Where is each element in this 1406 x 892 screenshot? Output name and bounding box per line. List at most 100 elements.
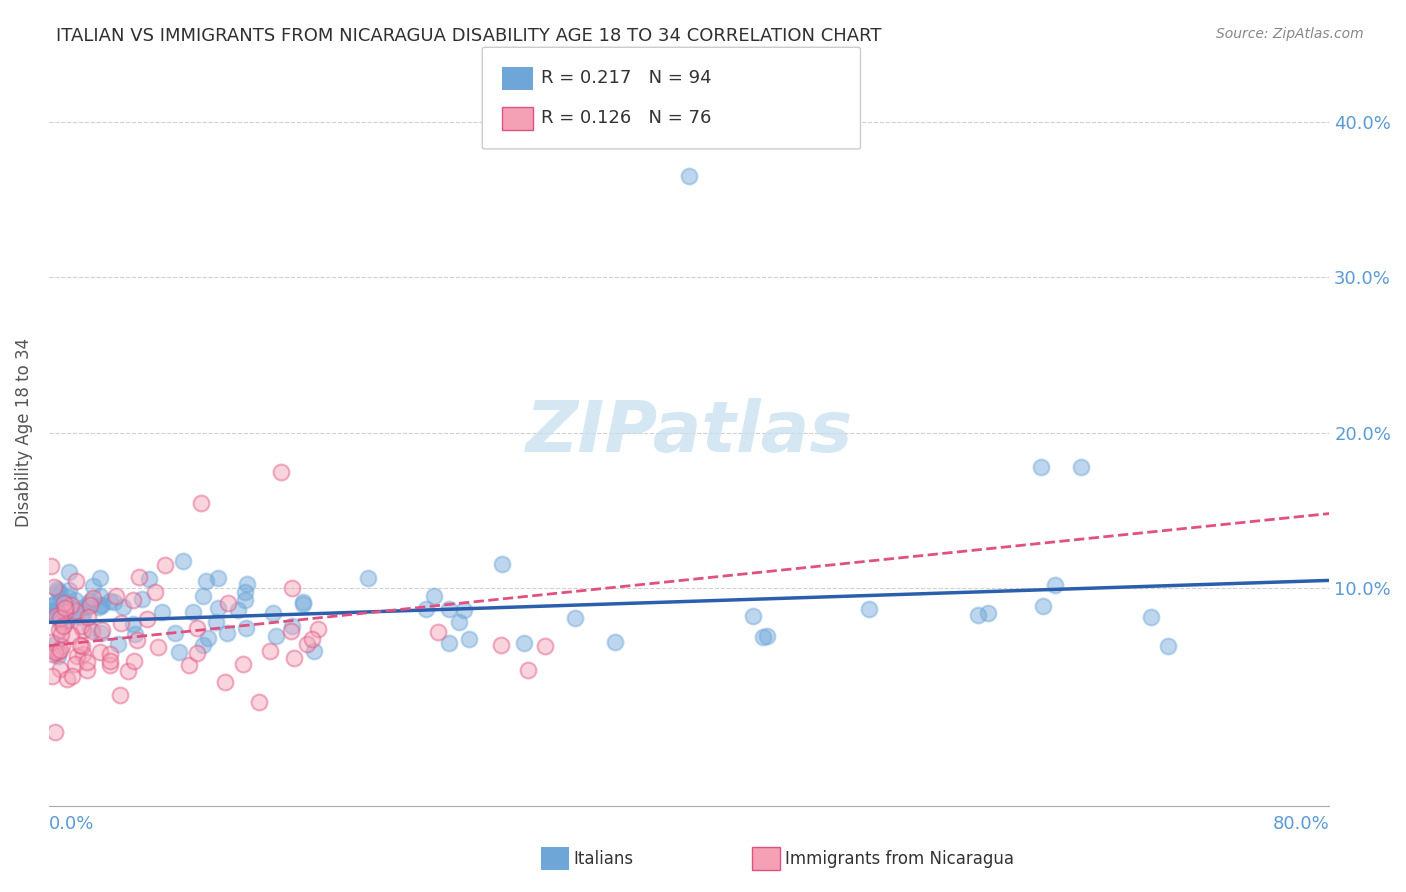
Point — [53, 605, 76, 619]
Point — [42, 580, 65, 594]
Point — [76, 600, 98, 615]
Point — [49, 586, 72, 600]
Point — [1070, 459, 1092, 474]
Point — [69, 609, 91, 624]
Text: R = 0.217   N = 94: R = 0.217 N = 94 — [541, 69, 711, 87]
Point — [79, 598, 101, 612]
Point — [70, 640, 93, 654]
Point — [65, 603, 87, 617]
Point — [124, 627, 146, 641]
Point — [79, 622, 101, 636]
Point — [79, 593, 101, 607]
Point — [453, 603, 475, 617]
Point — [98, 594, 121, 608]
Y-axis label: Disability Age 18 to 34: Disability Age 18 to 34 — [15, 338, 32, 527]
Point — [110, 616, 132, 631]
Point — [49, 615, 72, 629]
Point — [58, 565, 80, 579]
Point — [58, 613, 80, 627]
Point — [165, 626, 187, 640]
Point — [247, 695, 270, 709]
Point — [122, 654, 145, 668]
Point — [44, 597, 66, 611]
Point — [70, 601, 93, 615]
Point — [45, 635, 67, 649]
Point — [215, 625, 238, 640]
Point — [44, 725, 66, 739]
Point — [292, 595, 315, 609]
Point — [191, 639, 214, 653]
Point — [52, 618, 75, 632]
Point — [48, 648, 70, 663]
Point — [82, 624, 104, 639]
Point — [48, 662, 70, 676]
Point — [742, 609, 765, 624]
Point — [270, 465, 292, 479]
Text: ITALIAN VS IMMIGRANTS FROM NICARAGUA DISABILITY AGE 18 TO 34 CORRELATION CHART: ITALIAN VS IMMIGRANTS FROM NICARAGUA DIS… — [56, 27, 882, 45]
Point — [678, 169, 700, 184]
Point — [177, 657, 200, 672]
Point — [79, 595, 101, 609]
Point — [280, 624, 302, 638]
Point — [564, 610, 586, 624]
Text: 80.0%: 80.0% — [1272, 815, 1329, 833]
Point — [39, 599, 62, 613]
Point — [89, 598, 111, 612]
Point — [105, 589, 128, 603]
Point — [46, 582, 69, 596]
Point — [46, 645, 69, 659]
Point — [534, 640, 557, 654]
Point — [858, 602, 880, 616]
Point — [357, 571, 380, 585]
Point — [291, 597, 314, 611]
Point — [49, 611, 72, 625]
Point — [193, 589, 215, 603]
Point — [69, 639, 91, 653]
Point — [197, 631, 219, 645]
Point — [89, 599, 111, 614]
Point — [214, 674, 236, 689]
Point — [90, 626, 112, 640]
Point — [143, 585, 166, 599]
Point — [76, 664, 98, 678]
Point — [55, 603, 77, 617]
Point — [605, 635, 627, 649]
Point — [51, 626, 73, 640]
Point — [517, 663, 540, 677]
Point — [117, 664, 139, 678]
Point — [51, 640, 73, 654]
Text: Source: ZipAtlas.com: Source: ZipAtlas.com — [1216, 27, 1364, 41]
Point — [233, 585, 256, 599]
Point — [264, 629, 287, 643]
Point — [752, 630, 775, 644]
Point — [756, 629, 779, 643]
Point — [53, 600, 76, 615]
Point — [45, 609, 67, 624]
Point — [91, 598, 114, 612]
Point — [44, 645, 66, 659]
Point — [195, 574, 218, 588]
Text: Italians: Italians — [574, 850, 634, 868]
Point — [122, 592, 145, 607]
Point — [1031, 459, 1053, 474]
Point — [967, 608, 990, 623]
Point — [422, 590, 444, 604]
Point — [76, 610, 98, 624]
Point — [489, 638, 512, 652]
Point — [1032, 599, 1054, 614]
Point — [59, 600, 82, 615]
Point — [226, 603, 249, 617]
Point — [513, 636, 536, 650]
Point — [52, 618, 75, 632]
Point — [39, 604, 62, 618]
Point — [121, 616, 143, 631]
Point — [98, 647, 121, 661]
Point — [89, 589, 111, 603]
Point — [207, 571, 229, 585]
Point — [65, 649, 87, 664]
Text: ZIPatlas: ZIPatlas — [526, 398, 853, 467]
Point — [58, 591, 80, 605]
Point — [153, 558, 176, 572]
Point — [39, 635, 62, 649]
Point — [281, 581, 304, 595]
